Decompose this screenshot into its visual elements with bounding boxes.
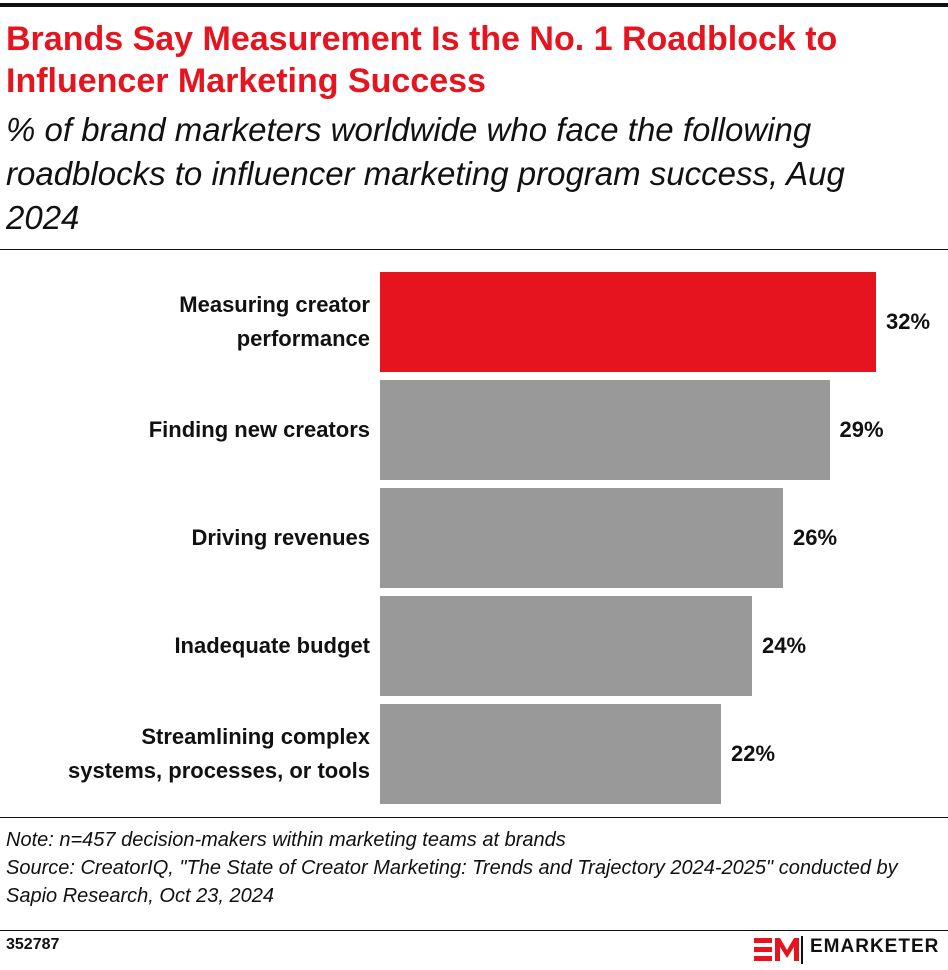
category-label: Driving revenues — [191, 525, 370, 550]
rule — [0, 930, 948, 931]
bar — [380, 596, 752, 696]
top-rule — [0, 3, 948, 7]
value-label: 32% — [886, 309, 931, 334]
value-label: 29% — [839, 417, 884, 442]
bar — [380, 272, 876, 372]
source: Source: CreatorIQ, "The State of Creator… — [6, 857, 898, 907]
brand-divider — [801, 936, 803, 964]
bar — [380, 704, 721, 804]
category-label: Streamlining complex systems, processes,… — [67, 724, 370, 783]
notes: Note: n=457 decision-makers within marke… — [6, 826, 941, 910]
chart-subtitle: % of brand marketers worldwide who face … — [6, 111, 845, 236]
chart-id: 352787 — [6, 936, 60, 953]
category-label: Inadequate budget — [174, 633, 370, 658]
rule — [0, 817, 948, 818]
category-label: Finding new creators — [148, 417, 370, 442]
bar — [380, 488, 783, 588]
brand-name: EMARKETER — [810, 936, 940, 957]
chart-title: Brands Say Measurement Is the No. 1 Road… — [6, 20, 838, 100]
value-label: 24% — [762, 633, 807, 658]
note: Note: n=457 decision-makers within marke… — [6, 829, 566, 851]
category-label: Measuring creator performance — [179, 292, 370, 351]
brand-logo — [754, 938, 799, 961]
bar — [380, 380, 830, 480]
value-label: 22% — [731, 741, 776, 766]
rule — [0, 249, 948, 250]
value-label: 26% — [793, 525, 838, 550]
